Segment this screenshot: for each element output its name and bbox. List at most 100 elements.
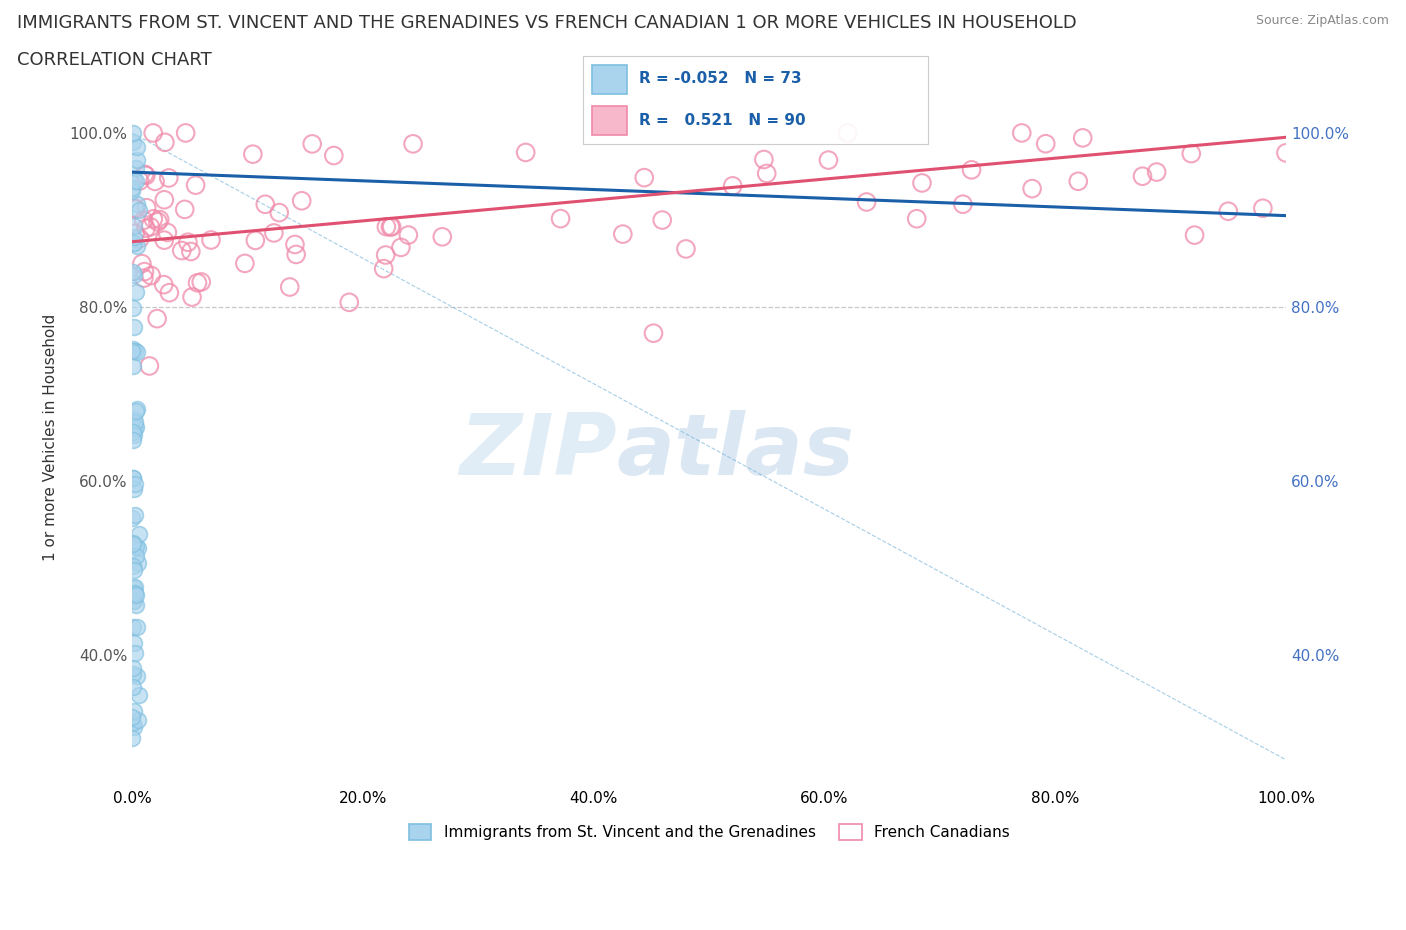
Point <box>122 594 145 609</box>
Point <box>122 481 145 496</box>
Point <box>132 271 155 286</box>
Point <box>122 679 145 694</box>
Point <box>752 153 775 167</box>
Point <box>380 219 402 234</box>
Point <box>127 140 149 155</box>
Point <box>550 211 572 226</box>
Point <box>121 300 143 315</box>
Point <box>146 215 169 230</box>
Point <box>1035 137 1057 152</box>
Point <box>322 148 344 163</box>
FancyBboxPatch shape <box>592 106 627 136</box>
Point <box>143 174 166 189</box>
Point <box>960 163 983 178</box>
Point <box>121 511 143 525</box>
Text: atlas: atlas <box>617 410 855 493</box>
Point <box>127 556 149 571</box>
Point <box>254 197 277 212</box>
Point <box>135 200 157 215</box>
Point <box>128 203 150 218</box>
Point <box>122 715 145 730</box>
Point <box>124 174 146 189</box>
Point <box>337 295 360 310</box>
Point <box>142 126 165 140</box>
Point <box>186 275 208 290</box>
Text: CORRELATION CHART: CORRELATION CHART <box>17 51 212 69</box>
Point <box>122 412 145 427</box>
Point <box>855 194 877 209</box>
Point <box>121 264 143 279</box>
Point <box>1021 181 1043 196</box>
Point <box>124 703 146 718</box>
Point <box>121 661 143 676</box>
Point <box>269 206 291 220</box>
Point <box>128 232 150 246</box>
Point <box>124 585 146 600</box>
Point <box>153 135 176 150</box>
Point <box>122 341 145 356</box>
Point <box>122 235 145 250</box>
Point <box>122 619 145 634</box>
Point <box>124 414 146 429</box>
Point <box>138 359 160 374</box>
Point <box>122 563 145 578</box>
FancyBboxPatch shape <box>592 65 627 94</box>
Point <box>141 268 163 283</box>
Text: IMMIGRANTS FROM ST. VINCENT AND THE GRENADINES VS FRENCH CANADIAN 1 OR MORE VEHI: IMMIGRANTS FROM ST. VINCENT AND THE GREN… <box>17 14 1077 32</box>
Point <box>135 220 157 235</box>
Point <box>1251 201 1274 216</box>
Point <box>173 202 195 217</box>
Point <box>125 588 148 603</box>
Point <box>124 219 146 233</box>
Point <box>125 598 148 613</box>
Point <box>135 168 157 183</box>
Point <box>180 244 202 259</box>
Point <box>291 193 314 208</box>
Point <box>124 420 146 435</box>
Point <box>146 312 169 326</box>
Point <box>131 256 153 271</box>
Point <box>515 145 537 160</box>
Point <box>651 213 673 228</box>
Point <box>1071 130 1094 145</box>
Point <box>124 645 146 660</box>
Point <box>125 549 148 564</box>
Point <box>124 160 146 175</box>
Point <box>181 289 204 304</box>
Point <box>128 526 150 541</box>
Point <box>122 667 145 682</box>
Point <box>128 687 150 702</box>
Point <box>125 153 148 167</box>
Point <box>124 587 146 602</box>
Point <box>612 227 634 242</box>
Point <box>125 202 148 217</box>
Point <box>1275 145 1298 160</box>
Text: ZIP: ZIP <box>460 410 617 493</box>
Point <box>125 344 148 359</box>
Point <box>122 236 145 251</box>
Point <box>153 193 176 207</box>
Point <box>1184 228 1206 243</box>
Point <box>402 137 425 152</box>
Point <box>122 432 145 447</box>
Point <box>1218 204 1240 219</box>
Point <box>132 213 155 228</box>
Point <box>381 219 404 234</box>
Point <box>242 147 264 162</box>
Point <box>122 134 145 149</box>
Point <box>1146 165 1168 179</box>
Point <box>127 669 149 684</box>
Point <box>122 424 145 439</box>
Point <box>177 234 200 249</box>
Point <box>285 247 308 262</box>
Point <box>190 274 212 289</box>
Point <box>124 226 146 241</box>
Legend: Immigrants from St. Vincent and the Grenadines, French Canadians: Immigrants from St. Vincent and the Gren… <box>401 817 1017 848</box>
Point <box>121 535 143 550</box>
Point <box>124 201 146 216</box>
Point <box>156 225 179 240</box>
Point <box>121 181 143 196</box>
Point <box>153 232 176 247</box>
Point <box>124 508 146 523</box>
Point <box>374 247 396 262</box>
